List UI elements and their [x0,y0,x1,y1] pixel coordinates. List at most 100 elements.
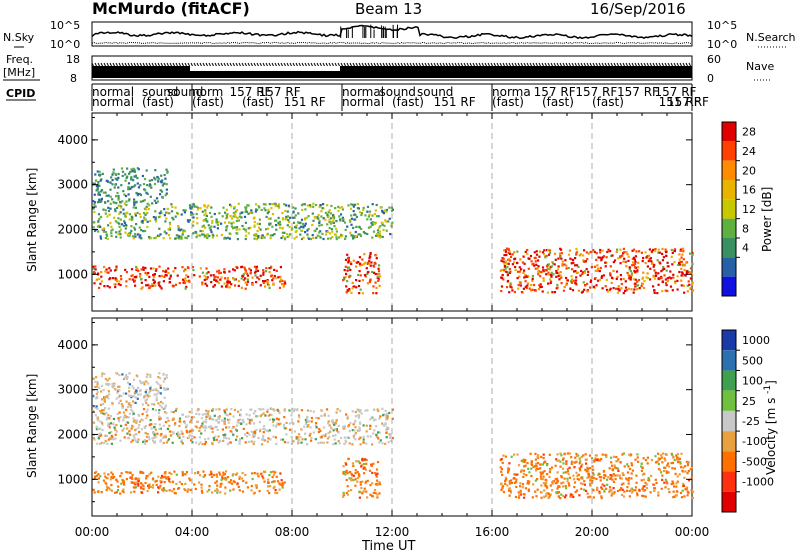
data-pixel [376,483,379,487]
data-pixel [94,385,97,388]
data-pixel [270,266,273,269]
data-pixel [107,486,110,489]
data-pixel [352,237,355,240]
data-pixel [96,225,100,228]
data-pixel [664,248,667,251]
data-pixel [244,210,247,213]
data-pixel [272,480,275,483]
data-pixel [661,252,664,255]
data-pixel [530,474,533,478]
data-pixel [671,480,674,483]
freq-dot [166,62,169,67]
data-pixel [131,477,134,480]
data-pixel [336,429,339,432]
data-pixel [128,430,131,433]
data-pixel [285,215,288,218]
data-pixel [505,260,508,263]
data-pixel [573,466,576,469]
data-pixel [359,481,362,484]
data-pixel [283,481,286,484]
data-pixel [376,461,380,464]
data-pixel [93,193,96,196]
data-pixel [337,205,340,208]
data-pixel [196,234,199,237]
data-pixel [234,215,237,218]
colorbar-swatch [722,180,736,200]
data-pixel [345,272,348,275]
data-pixel [505,253,508,257]
data-pixel [310,437,313,440]
data-pixel [235,424,239,427]
data-pixel [238,421,241,425]
data-pixel [570,462,573,465]
data-pixel [263,428,266,431]
data-pixel [100,199,103,203]
data-pixel [147,484,150,487]
colorbar-swatch [722,218,736,238]
data-pixel [235,438,238,441]
data-pixel [304,418,307,421]
colorbar-swatch [722,390,736,411]
data-pixel [98,170,101,173]
data-pixel [376,229,380,232]
data-pixel [611,468,614,471]
data-pixel [273,268,276,271]
data-pixel [113,283,116,286]
data-pixel [100,280,104,283]
data-pixel [154,169,157,172]
data-pixel [222,433,225,437]
data-pixel [228,418,231,421]
data-pixel [613,491,616,494]
data-pixel [226,286,229,289]
data-pixel [134,235,137,238]
data-pixel [643,286,646,290]
data-pixel [341,208,344,211]
freq-dot [535,62,538,67]
freq-dot [544,62,547,67]
data-pixel [117,385,120,388]
data-pixel [503,249,506,252]
freq-dot [241,62,244,67]
freq-dot [238,62,241,67]
data-pixel [634,486,637,489]
cpid-row2-label: (fast) [542,95,574,109]
data-pixel [164,472,167,475]
data-pixel [540,455,543,458]
data-pixel [587,467,590,471]
data-pixel [541,290,544,293]
data-pixel [171,490,174,493]
data-pixel [622,495,626,498]
data-pixel [509,252,512,255]
data-pixel [344,235,347,238]
data-pixel [326,441,329,444]
data-pixel [144,271,147,275]
data-pixel [568,476,572,479]
data-pixel [227,414,230,417]
data-pixel [110,232,113,235]
data-pixel [541,251,545,254]
data-pixel [176,274,179,277]
data-pixel [595,258,598,261]
data-pixel [654,249,657,253]
data-pixel [139,390,142,393]
data-pixel [670,255,673,258]
data-pixel [130,491,133,494]
data-pixel [604,261,607,264]
nsky-label: N.Sky [3,31,35,44]
data-pixel [160,476,163,479]
data-pixel [547,263,550,266]
power-ylabel: Slant Range [km] [25,168,39,272]
data-pixel [211,427,214,430]
data-pixel [135,276,138,279]
data-pixel [349,422,352,425]
data-pixel [306,233,309,236]
data-pixel [225,413,228,416]
data-pixel [253,265,256,268]
data-pixel [642,271,645,274]
data-pixel [249,211,252,214]
data-pixel [391,408,394,411]
data-pixel [339,409,342,412]
data-pixel [180,439,183,442]
data-pixel [535,467,538,470]
data-pixel [116,391,119,394]
